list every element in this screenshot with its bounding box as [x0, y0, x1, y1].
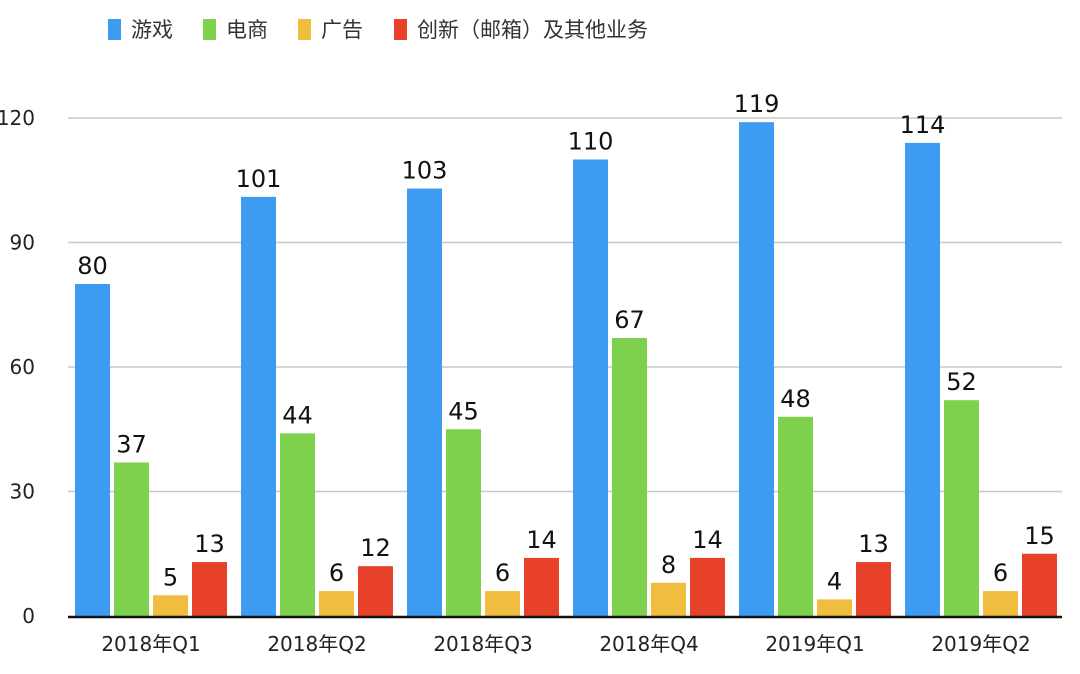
bar-3-3 — [485, 591, 520, 616]
x-tick-label: 2018年Q2 — [267, 632, 366, 656]
bar-3-2 — [319, 591, 354, 616]
bar-3-1 — [153, 595, 188, 616]
data-label: 5 — [163, 563, 178, 591]
bar-4-5 — [856, 562, 891, 616]
y-tick-label: 0 — [22, 604, 35, 628]
bars — [75, 122, 1057, 617]
bar-4-1 — [192, 562, 227, 616]
y-tick-label: 120 — [0, 106, 35, 130]
data-label: 52 — [946, 368, 977, 396]
x-tick-label: 2019年Q2 — [931, 632, 1030, 656]
data-label: 15 — [1024, 522, 1055, 550]
bar-1-4 — [573, 159, 608, 616]
legend-label-2: 电商 — [226, 18, 268, 42]
y-tick-label: 60 — [10, 355, 35, 379]
x-tick-label: 2018年Q4 — [599, 632, 698, 656]
data-label: 6 — [329, 559, 344, 587]
data-label: 14 — [526, 526, 557, 554]
x-tick-label: 2018年Q1 — [101, 632, 200, 656]
bar-4-4 — [690, 557, 725, 616]
data-labels: 80 37 5 13 101 44 6 12 103 45 6 14 110 67 8 14 119 48 4 13 1… — [77, 90, 1055, 595]
data-label: 6 — [495, 559, 510, 587]
data-label: 48 — [780, 385, 811, 413]
legend-swatch-2 — [203, 19, 216, 40]
bar-4-3 — [524, 557, 559, 616]
data-label: 119 — [734, 90, 780, 118]
y-tick-label: 30 — [10, 480, 35, 504]
legend-label-1: 游戏 — [131, 18, 173, 42]
bar-1-2 — [241, 196, 276, 616]
bar-4-2 — [358, 566, 393, 616]
bar-2-5 — [778, 416, 813, 616]
bar-4-6 — [1022, 553, 1057, 616]
gridlines — [68, 117, 1062, 493]
bar-2-4 — [612, 337, 647, 616]
data-label: 12 — [360, 534, 391, 562]
data-label: 37 — [116, 430, 147, 458]
data-label: 13 — [194, 530, 225, 558]
bar-2-1 — [114, 462, 149, 616]
bar-2-6 — [944, 400, 979, 616]
legend-label-4: 创新（邮箱）及其他业务 — [417, 18, 648, 42]
data-label: 14 — [692, 526, 723, 554]
legend: 游戏 电商 广告 创新（邮箱）及其他业务 — [108, 18, 648, 42]
data-label: 80 — [77, 252, 108, 280]
x-tick-label: 2018年Q3 — [433, 632, 532, 656]
legend-swatch-4 — [394, 19, 407, 40]
data-label: 101 — [236, 165, 282, 193]
data-label: 67 — [614, 306, 645, 334]
data-label: 45 — [448, 397, 479, 425]
data-label: 110 — [568, 128, 614, 156]
data-label: 4 — [827, 567, 842, 595]
bar-3-5 — [817, 599, 852, 616]
legend-swatch-1 — [108, 19, 121, 40]
y-tick-label: 90 — [10, 231, 35, 255]
bar-3-6 — [983, 591, 1018, 616]
legend-label-3: 广告 — [321, 18, 363, 42]
data-label: 114 — [900, 111, 946, 139]
data-label: 8 — [661, 551, 676, 579]
bar-2-2 — [280, 433, 315, 616]
bar-1-3 — [407, 188, 442, 617]
data-label: 44 — [282, 401, 313, 429]
bar-1-1 — [75, 284, 110, 616]
data-label: 103 — [402, 157, 448, 185]
data-label: 6 — [993, 559, 1008, 587]
bar-2-3 — [446, 429, 481, 616]
bar-1-6 — [905, 142, 940, 616]
y-axis: 0 30 60 90 120 — [0, 106, 35, 628]
x-tick-label: 2019年Q1 — [765, 632, 864, 656]
x-axis: 2018年Q1 2018年Q2 2018年Q3 2018年Q4 2019年Q1 2019年… — [68, 615, 1062, 656]
data-label: 13 — [858, 530, 889, 558]
bar-3-4 — [651, 582, 686, 616]
legend-swatch-3 — [298, 19, 311, 40]
bar-1-5 — [739, 122, 774, 617]
